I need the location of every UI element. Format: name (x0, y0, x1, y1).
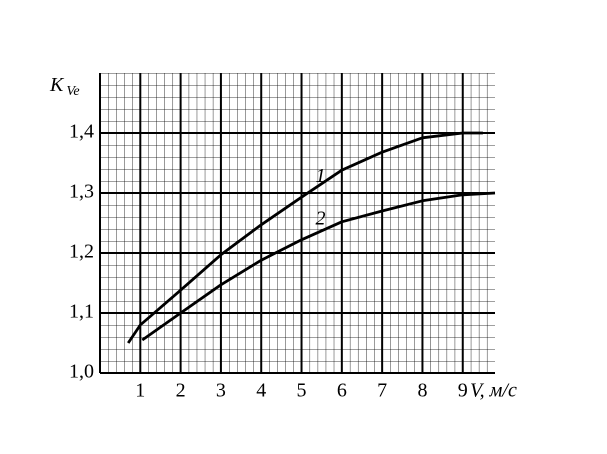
y-tick-label: 1,3 (69, 181, 94, 203)
y-axis-label: K Ve (49, 74, 80, 100)
series-label: 1 (316, 165, 326, 187)
x-axis-label: V, м/с (470, 380, 517, 402)
x-tick-label: 3 (216, 380, 226, 402)
x-tick-label: 9 (458, 380, 468, 402)
x-tick-label: 2 (176, 380, 186, 402)
x-tick-label: 1 (135, 380, 145, 402)
x-tick-label: 8 (417, 380, 427, 402)
y-tick-label: 1,0 (69, 361, 94, 383)
y-axis-label-sub: Ve (66, 84, 79, 99)
series-line (127, 131, 483, 344)
y-tick-label: 1,2 (69, 241, 94, 263)
y-tick-label: 1,1 (69, 301, 94, 323)
y-tick-label: 1,4 (69, 121, 94, 143)
series-line (141, 191, 496, 342)
x-tick-label: 4 (256, 380, 266, 402)
y-axis-label: K (49, 74, 65, 96)
x-tick-label: 5 (297, 380, 307, 402)
x-tick-label: 6 (337, 380, 347, 402)
x-tick-label: 7 (377, 380, 387, 402)
series-label: 2 (316, 207, 326, 229)
